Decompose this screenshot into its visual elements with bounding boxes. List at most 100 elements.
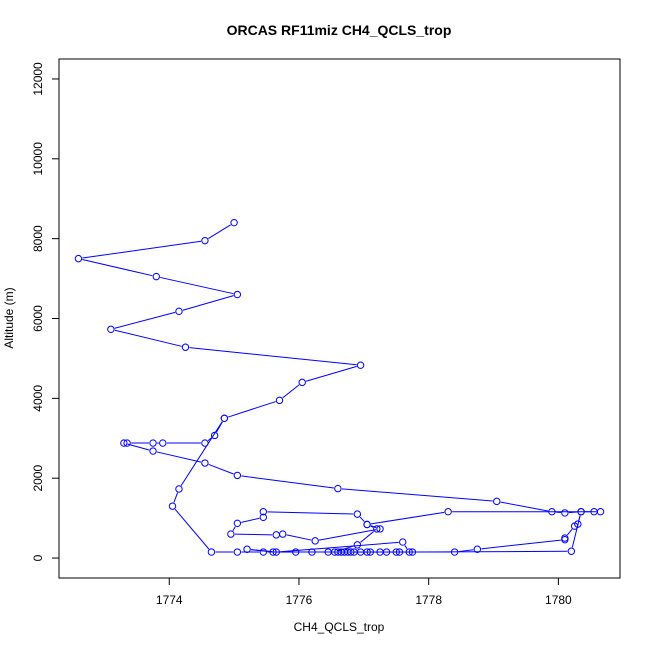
- y-axis-label: Altitude (m): [2, 287, 16, 348]
- data-point: [561, 534, 569, 542]
- data-point: [444, 508, 452, 516]
- data-point: [405, 548, 413, 556]
- plot-frame: [58, 58, 621, 579]
- data-point: [574, 520, 582, 528]
- series-segment: [404, 545, 408, 549]
- data-point: [272, 531, 280, 539]
- series-segment: [567, 528, 573, 536]
- data-point: [175, 485, 183, 493]
- data-point: [350, 548, 358, 556]
- data-point: [392, 548, 400, 556]
- data-point: [298, 378, 306, 387]
- data-point: [548, 508, 556, 516]
- data-point: [373, 525, 381, 533]
- data-point: [353, 510, 362, 518]
- data-point: [259, 548, 267, 556]
- data-point: [324, 548, 332, 556]
- data-point: [159, 439, 167, 447]
- series-segment: [208, 224, 231, 239]
- series-segment: [360, 531, 375, 543]
- data-point: [149, 447, 157, 455]
- chart-title: ORCAS RF11miz CH4_QCLS_trop: [227, 22, 452, 38]
- data-point: [230, 218, 238, 227]
- y-tick-label: 8000: [31, 225, 45, 252]
- y-tick-label: 10000: [31, 142, 45, 176]
- x-tick-label: 1776: [286, 593, 313, 607]
- series-segment: [571, 515, 581, 548]
- series-segment: [481, 539, 561, 550]
- series-segment: [82, 240, 202, 259]
- series-segment: [232, 526, 236, 531]
- data-point: [275, 396, 284, 405]
- data-point: [376, 548, 384, 556]
- y-tick-label: 0: [31, 554, 45, 561]
- series-segment: [282, 384, 300, 399]
- data-point: [269, 548, 277, 556]
- data-point: [450, 548, 459, 556]
- series-segment: [267, 511, 354, 515]
- data-point: [227, 530, 235, 538]
- series-segment: [241, 475, 334, 489]
- data-point: [107, 325, 115, 333]
- data-point: [311, 537, 319, 545]
- data-point: [473, 545, 482, 553]
- data-point: [259, 513, 267, 522]
- data-point: [366, 548, 375, 556]
- series-segment: [82, 259, 153, 277]
- series-segment: [280, 541, 399, 553]
- data-point: [399, 538, 407, 546]
- data-point: [123, 439, 131, 447]
- data-point: [272, 548, 280, 556]
- data-point: [353, 541, 362, 549]
- data-point: [201, 459, 209, 467]
- series-segment: [228, 401, 276, 418]
- y-tick-label: 6000: [31, 305, 45, 332]
- series-segment: [359, 516, 365, 522]
- series-segment: [319, 529, 377, 541]
- data-point: [233, 290, 242, 299]
- series-segment: [180, 421, 223, 486]
- data-point: [233, 548, 242, 556]
- data-point: [363, 520, 371, 529]
- series-segment: [182, 295, 234, 311]
- x-tick-label: 1780: [545, 593, 572, 607]
- series-segment: [114, 329, 182, 347]
- data-point: [201, 439, 209, 447]
- series-segment: [174, 508, 210, 550]
- series-layer: [74, 218, 605, 556]
- data-point: [334, 484, 342, 493]
- y-tick-label: 2000: [31, 465, 45, 492]
- data-point: [408, 548, 417, 556]
- data-point: [308, 548, 316, 556]
- data-point: [292, 548, 300, 556]
- series-segment: [189, 347, 357, 366]
- series-segment: [127, 443, 150, 451]
- data-point: [181, 343, 190, 351]
- data-point: [233, 519, 242, 528]
- series-segment: [416, 550, 568, 553]
- data-point: [152, 272, 160, 281]
- series-segment: [156, 451, 202, 463]
- x-axis-label: CH4_QCLS_trop: [294, 620, 385, 634]
- data-point: [207, 548, 216, 556]
- data-point: [74, 254, 83, 263]
- series-segment: [305, 365, 357, 382]
- data-point: [259, 508, 267, 516]
- data-point: [220, 414, 229, 423]
- series-segment: [370, 511, 445, 525]
- series-segment: [241, 517, 260, 523]
- data-point: [243, 545, 251, 553]
- series-segment: [173, 492, 179, 503]
- data-point: [567, 547, 576, 555]
- y-axis: 0 2000 4000 6000 8000 10000 12000: [31, 62, 60, 561]
- data-point: [356, 361, 365, 369]
- x-tick-label: 1774: [156, 593, 183, 607]
- data-point: [395, 548, 404, 556]
- series-segment: [160, 276, 234, 295]
- series-segment: [341, 488, 493, 502]
- data-point: [168, 502, 177, 510]
- data-point: [334, 548, 342, 556]
- y-tick-label: 4000: [31, 385, 45, 412]
- data-point: [201, 236, 209, 245]
